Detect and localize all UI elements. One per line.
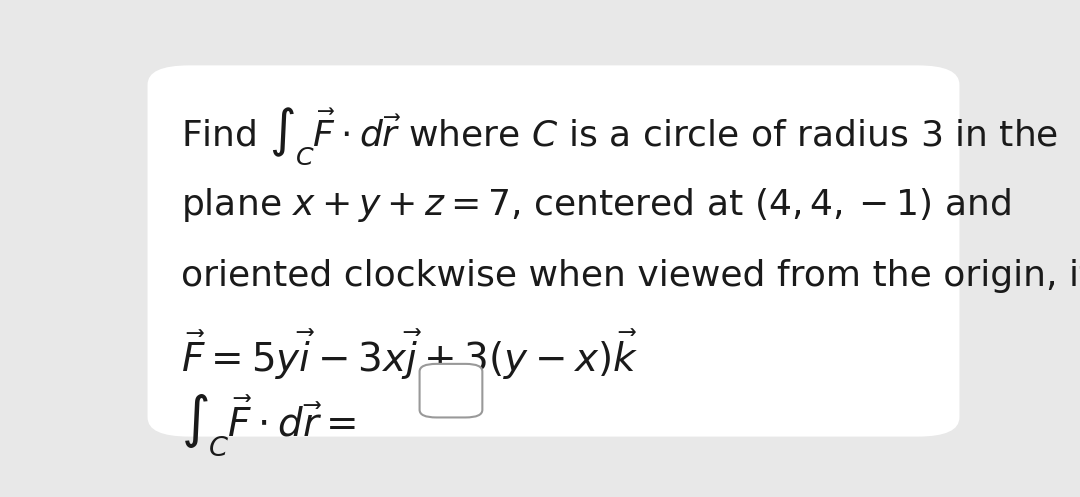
Text: plane $x + y + z = 7$, centered at $(4, 4, -1)$ and: plane $x + y + z = 7$, centered at $(4, … bbox=[181, 186, 1011, 224]
Text: $\vec{F} = 5y\vec{i} - 3x\vec{j} + 3(y - x)\vec{k}$: $\vec{F} = 5y\vec{i} - 3x\vec{j} + 3(y -… bbox=[181, 328, 638, 382]
Text: oriented clockwise when viewed from the origin, if: oriented clockwise when viewed from the … bbox=[181, 258, 1080, 293]
Text: $\int_C \vec{F} \cdot d\vec{r} =$: $\int_C \vec{F} \cdot d\vec{r} =$ bbox=[181, 393, 356, 458]
FancyBboxPatch shape bbox=[148, 66, 959, 436]
Text: Find $\int_C \vec{F} \cdot d\vec{r}$ where $C$ is a circle of radius 3 in the: Find $\int_C \vec{F} \cdot d\vec{r}$ whe… bbox=[181, 105, 1058, 167]
FancyBboxPatch shape bbox=[419, 364, 483, 417]
